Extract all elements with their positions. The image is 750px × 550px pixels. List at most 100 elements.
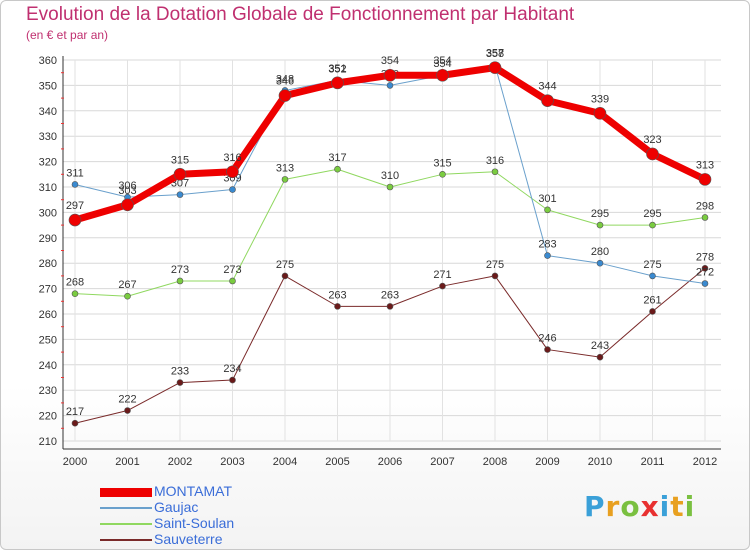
data-label-sauveterre: 278 [696, 251, 714, 263]
data-point-saint-soulan [334, 165, 341, 173]
data-label-sauveterre: 261 [643, 294, 661, 306]
y-tick-label: 340 [39, 106, 57, 118]
y-tick-label: 360 [39, 55, 57, 67]
data-point-saint-soulan [439, 171, 446, 178]
data-point-sauveterre [544, 346, 551, 353]
data-label-sauveterre: 234 [223, 363, 241, 375]
data-point-montamat [173, 168, 187, 181]
legend-swatch [100, 523, 152, 525]
y-tick-label: 290 [39, 233, 57, 245]
data-label-montamat: 351 [328, 63, 346, 75]
data-label-sauveterre: 263 [381, 289, 399, 301]
data-label-gaujac: 352 [328, 63, 346, 75]
data-point-sauveterre [596, 353, 604, 361]
y-tick-label: 330 [39, 131, 57, 143]
data-point-sauveterre [176, 379, 184, 386]
data-label-montamat: 344 [538, 81, 556, 93]
data-point-gaujac [71, 181, 79, 188]
data-point-sauveterre [439, 282, 446, 290]
x-tick-label: 2012 [693, 456, 717, 468]
data-label-saint-soulan: 273 [171, 264, 189, 276]
data-label-montamat: 346 [276, 76, 294, 88]
legend-label: Gaujac [154, 499, 199, 515]
data-point-saint-soulan [124, 292, 131, 300]
y-tick-label: 320 [39, 157, 57, 169]
data-label-gaujac: 348 [276, 73, 294, 85]
data-label-gaujac: 275 [643, 259, 661, 271]
data-label-montamat: 303 [118, 185, 136, 197]
legend-label: Sauveterre [154, 531, 223, 547]
data-label-saint-soulan: 295 [643, 208, 661, 220]
data-label-saint-soulan: 298 [696, 200, 714, 212]
data-label-montamat: 339 [591, 93, 609, 105]
data-label-saint-soulan: 273 [223, 264, 241, 276]
legend-swatch [100, 539, 152, 541]
data-label-saint-soulan: 315 [433, 157, 451, 169]
y-tick-label: 250 [39, 334, 57, 346]
x-tick-label: 2008 [483, 456, 507, 468]
data-label-montamat: 323 [643, 134, 661, 146]
data-label-saint-soulan: 268 [66, 277, 84, 289]
data-label-sauveterre: 217 [66, 406, 84, 418]
data-point-saint-soulan [701, 214, 709, 221]
data-point-montamat [121, 198, 134, 212]
data-point-saint-soulan [71, 290, 79, 297]
data-label-gaujac: 311 [66, 167, 84, 179]
data-label-montamat: 315 [171, 154, 189, 166]
data-point-montamat [383, 68, 397, 82]
y-tick-label: 280 [39, 258, 57, 270]
data-label-saint-soulan: 317 [328, 152, 346, 164]
data-point-saint-soulan [596, 221, 604, 229]
x-tick-label: 2009 [535, 456, 559, 468]
logo-letter: t [670, 490, 685, 523]
data-label-gaujac: 280 [591, 246, 609, 258]
legend-item: Saint-Soulan [100, 515, 320, 532]
data-point-saint-soulan [176, 277, 184, 285]
data-point-montamat [593, 107, 607, 120]
legend-swatch [100, 507, 152, 509]
data-label-gaujac: 272 [696, 267, 714, 279]
data-point-saint-soulan [491, 168, 499, 176]
data-point-sauveterre [124, 407, 131, 414]
legend-swatch [100, 488, 152, 497]
x-tick-label: 2011 [641, 456, 665, 468]
x-tick-label: 2003 [220, 456, 244, 468]
data-label-sauveterre: 275 [276, 259, 294, 271]
y-tick-label: 240 [39, 360, 57, 372]
data-point-montamat [226, 165, 239, 179]
x-tick-label: 2004 [273, 456, 297, 468]
data-point-saint-soulan [229, 277, 236, 285]
data-point-sauveterre [491, 272, 499, 280]
data-label-gaujac: 306 [118, 180, 136, 192]
data-label-montamat: 357 [486, 48, 504, 60]
legend-item: Gaujac [100, 499, 320, 516]
y-tick-label: 230 [39, 385, 57, 397]
logo-letter: o [620, 490, 641, 523]
data-point-montamat [698, 173, 712, 186]
data-label-sauveterre: 222 [118, 394, 136, 406]
x-tick-label: 2000 [63, 456, 87, 468]
y-tick-label: 220 [39, 411, 57, 423]
data-point-gaujac [649, 272, 656, 280]
data-label-sauveterre: 271 [433, 269, 451, 281]
data-point-sauveterre [649, 308, 656, 315]
data-point-gaujac [701, 280, 709, 287]
data-point-montamat [278, 89, 292, 102]
data-label-saint-soulan: 313 [276, 162, 294, 174]
data-label-montamat: 297 [66, 200, 84, 212]
x-tick-label: 2007 [430, 456, 454, 468]
logo-letter: x [640, 490, 660, 523]
x-tick-label: 2010 [588, 456, 612, 468]
logo-letter: i [659, 490, 671, 523]
data-point-sauveterre [229, 376, 236, 384]
y-tick-label: 350 [39, 80, 57, 92]
data-point-montamat [488, 61, 502, 74]
logo-letter: r [605, 490, 621, 523]
data-label-gaujac: 358 [486, 48, 504, 60]
data-label-gaujac: 354 [433, 58, 451, 70]
data-point-montamat [68, 213, 82, 227]
data-label-sauveterre: 263 [328, 289, 346, 301]
data-point-montamat [436, 68, 449, 82]
data-point-sauveterre [701, 264, 709, 272]
data-label-montamat: 354 [433, 55, 451, 67]
